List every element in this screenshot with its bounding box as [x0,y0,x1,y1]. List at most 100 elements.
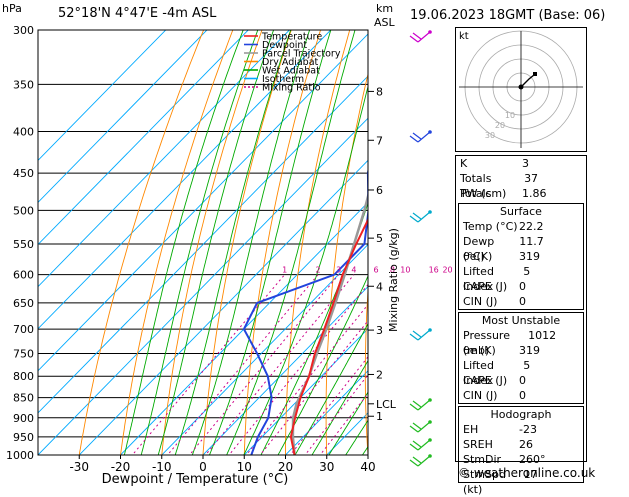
isotherm-line [38,30,332,330]
wind-barb-shaft [417,399,431,411]
isotherm-line [38,30,291,288]
row-label: SREH [463,438,493,451]
wind-barb-dot [428,454,432,458]
row-label: Lifted Index [463,265,494,293]
temp-tick-label: 30 [319,460,334,474]
wet-adiabat-line [226,30,356,455]
isotherm-line [392,18,455,472]
dry-adiabat-line [285,30,351,455]
mixing-ratio-line [166,274,319,455]
wind-barb-flag [412,400,422,408]
table-row: PW (cm) 1.86 [456,186,586,201]
legend-label: Temperature [261,32,322,43]
background-lines [38,18,455,472]
hodograph-kt-label: kt [459,31,469,42]
row-value: 319 [519,344,540,357]
temp-tick-label: 20 [278,460,293,474]
pressure-tick-label: 450 [13,167,34,180]
table-row: θe(K) 319 [459,249,583,264]
km-tick-label: 6 [376,184,383,197]
hodograph-ring-label: 30 [485,131,495,140]
mixing-ratio-label: 1 [282,266,287,275]
table-row: Temp (°C) 22.2 [459,219,583,234]
temp-tick-label: -30 [69,460,89,474]
wind-barb-flag [409,443,419,451]
table-row: EH -23 [459,422,583,437]
table-row: Pressure (mb) 1012 [459,328,583,357]
km-tick-label: 8 [376,85,383,98]
row-label: Temp (°C) [463,220,518,233]
pressure-tick-label: 950 [13,431,34,444]
location-title: 52°18'N 4°47'E -4m ASL [58,6,217,21]
wind-barb-flag [412,212,422,220]
dry-adiabat-line [440,18,455,472]
wind-barb-flag [409,135,419,143]
wet-adiabat-line [243,84,368,455]
temp-tick-label: -10 [152,460,172,474]
hodograph-section: Hodograph EH -23 SREH 26 StmDir 260° StmSpd (k… [458,406,584,496]
wind-barb-shaft [417,329,431,341]
temp-tick-label: 40 [360,460,375,474]
plot-frame [37,29,369,456]
row-value: 1.86 [522,187,547,200]
wet-adiabat-line [191,30,311,455]
pressure-tick-label: 800 [13,370,34,383]
row-value: 5 [523,359,531,372]
legend-label: Wet Adiabat [262,66,320,77]
isotherm-line [367,454,368,455]
wind-barb-flag [412,422,422,430]
row-value: 0 [519,374,526,387]
most-unstable-section: Most Unstable Pressure (mb) 1012 θe (K) 319… [458,312,584,404]
mixing-ratio-label: 3 [336,266,341,275]
isotherm-line [78,159,368,455]
hodograph-title: Hodograph [490,408,552,421]
dry-adiabat-line [120,30,234,455]
parcel-trajectory-line [291,191,368,455]
isotherm-line [284,370,368,455]
row-label: Pressure (mb) [463,329,510,357]
km-tick-label: LCL [376,398,397,411]
km-tick-label: 3 [376,324,383,337]
wind-barb-flag [412,456,422,464]
km-tick-label: 1 [376,410,383,423]
row-value: 260° [519,453,546,466]
pressure-tick-label: 650 [13,297,34,310]
surface-rows: Temp (°C) 22.2 Dewp (°C) 11.7 θe(K) 319 Lifted… [459,219,583,309]
table-row: θe (K) 319 [459,343,583,358]
row-label: CAPE (J) [463,280,508,293]
wind-barb-dot [428,130,432,134]
isotherm-line [38,30,249,246]
mixing-ratio-line [131,274,285,455]
row-label: Totals Totals [460,172,492,200]
wind-barb-dot [428,210,432,214]
row-value: 17 [523,468,538,481]
hodograph-rows: EH -23 SREH 26 StmDir 260° StmSpd (kt) 17 [459,422,583,496]
wind-barb-flag [412,330,422,338]
row-value: 22.2 [519,220,544,233]
wind-barb-flag [409,425,419,433]
row-label: θe(K) [463,250,493,263]
wind-barb-dot [428,420,432,424]
row-label: PW (cm) [460,187,507,200]
dry-adiabat-line [161,30,263,455]
pressure-tick-label: 400 [13,126,34,139]
legend-label: Isotherm [262,74,304,85]
km-tick-label: 5 [376,232,383,245]
pressure-tick-label: 550 [13,238,34,251]
mixing-ratio-line [228,283,368,455]
mixing-ratio-label: 8 [390,266,395,275]
wind-barb-flag [412,440,422,448]
km-label: km [376,2,394,15]
table-row: Lifted Index 5 [459,264,583,293]
wind-barb-flag [409,403,419,411]
row-value: 0 [519,280,526,293]
date-title: 19.06.2023 18GMT (Base: 06) [410,8,606,23]
row-label: CAPE (J) [463,374,508,387]
wind-barbs [409,30,432,467]
table-row: CAPE (J) 0 [459,373,583,388]
row-value: 0 [519,295,526,308]
dry-adiabat-line [78,30,205,455]
isotherm-line [38,75,368,414]
